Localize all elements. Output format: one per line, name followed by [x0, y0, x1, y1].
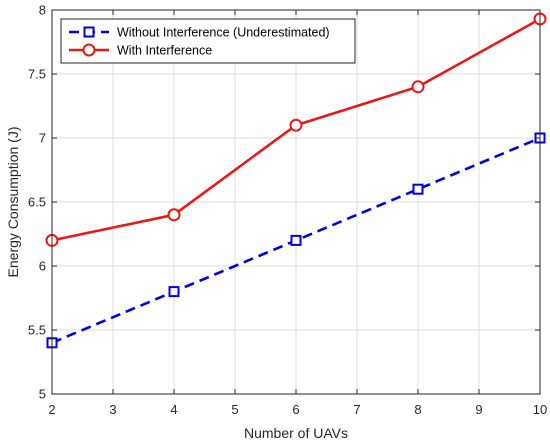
legend: Without Interference (Underestimated) Wit…: [60, 18, 356, 64]
legend-box: [60, 18, 356, 64]
legend-label: With Interference: [117, 44, 212, 58]
x-tick-label: 8: [414, 402, 421, 417]
x-tick-label: 10: [533, 402, 547, 417]
data-point: [168, 286, 180, 298]
x-tick-label: 3: [109, 402, 116, 417]
x-tick-label: 7: [353, 402, 360, 417]
data-point: [167, 208, 181, 222]
legend-item: With Interference: [69, 43, 212, 58]
legend-item: Without Interference (Underestimated): [69, 26, 330, 40]
data-point: [290, 234, 302, 246]
data-point: [411, 80, 425, 94]
data-point: [412, 183, 424, 195]
tick-labels: 2 3 4 5 6 7 8 9 10 5 5.5 6 6.5 7 7.5 8: [28, 3, 547, 418]
legend-marker: [83, 26, 95, 38]
x-tick-label: 4: [170, 402, 177, 417]
y-tick-label: 7: [39, 131, 46, 146]
y-tick-label: 8: [39, 3, 46, 18]
x-tick-label: 9: [475, 402, 482, 417]
legend-marker: [82, 43, 96, 57]
y-tick-label: 7.5: [28, 67, 46, 82]
legend-label: Without Interference (Underestimated): [117, 26, 330, 40]
x-tick-label: 6: [292, 402, 299, 417]
y-tick-label: 6.5: [28, 195, 46, 210]
x-tick-label: 2: [48, 402, 55, 417]
x-tick-label: 5: [231, 402, 238, 417]
y-tick-label: 5: [39, 387, 46, 402]
y-tick-label: 5.5: [28, 323, 46, 338]
y-axis-label: Energy Consumption (J): [5, 127, 21, 278]
x-axis-label: Number of UAVs: [244, 425, 348, 441]
y-tick-label: 6: [39, 259, 46, 274]
data-point: [289, 118, 303, 132]
